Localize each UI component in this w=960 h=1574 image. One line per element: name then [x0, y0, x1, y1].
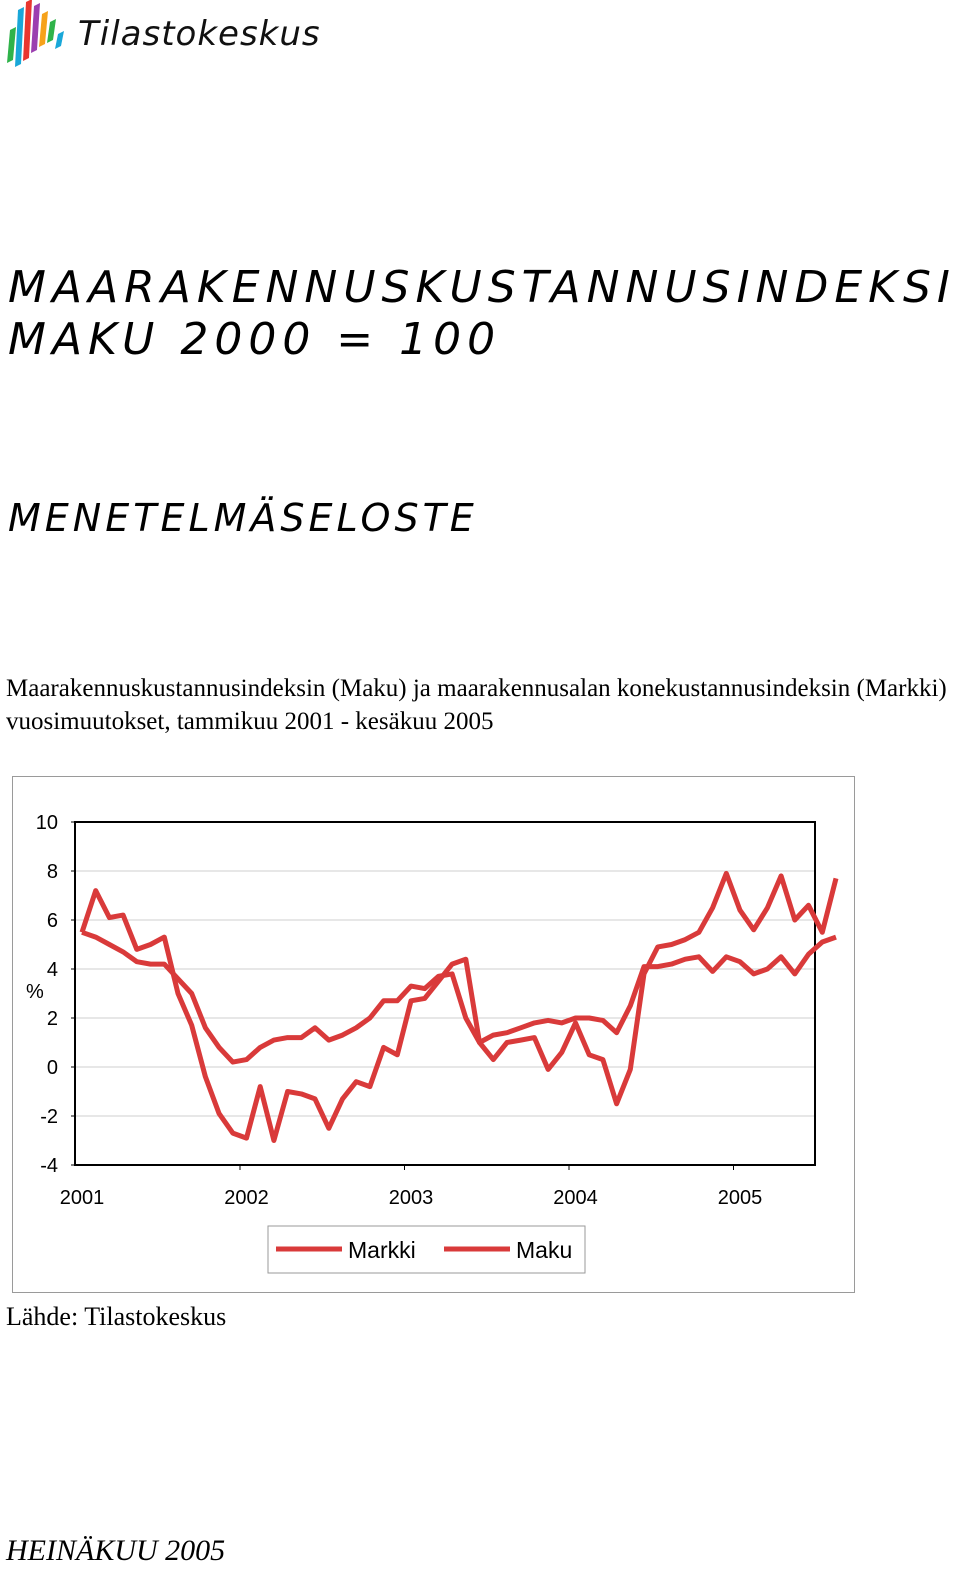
x-tick-label: 2001 — [60, 1187, 105, 1209]
logo-bar — [15, 7, 24, 67]
chart-series — [79, 870, 839, 1143]
logo-bar — [7, 27, 16, 63]
logo-bar — [55, 31, 64, 49]
document-title: MAARAKENNUSKUSTANNUSINDEKSI MAKU 2000 = … — [8, 262, 956, 366]
document-subtitle: MENETELMÄSELOSTE — [8, 496, 478, 540]
y-tick-label: -2 — [40, 1106, 58, 1128]
plot-area — [74, 821, 816, 1166]
x-tick-label: 2005 — [718, 1187, 763, 1209]
publication-date: HEINÄKUU 2005 — [6, 1534, 226, 1567]
chart-container: 10 8 6 4 2 0 -2 -4 2001 2002 2003 2004 2005 % Markk… — [12, 776, 899, 1293]
y-tick-label: 6 — [47, 910, 58, 932]
logo-bar — [39, 11, 48, 47]
chart-legend: Markki Maku — [267, 1225, 586, 1274]
y-tick-label: 10 — [36, 812, 58, 834]
line-chart: 10 8 6 4 2 0 -2 -4 2001 2002 2003 2004 2005 % Markk… — [12, 776, 899, 1293]
legend-label-maku: Maku — [516, 1237, 572, 1263]
y-axis-label: % — [26, 981, 44, 1003]
logo-text: Tilastokeskus — [78, 14, 321, 54]
x-tick-label: 2003 — [389, 1187, 434, 1209]
chart-frame — [12, 776, 855, 1293]
y-tick-label: -4 — [40, 1155, 58, 1177]
x-axis-ticks: 2001 2002 2003 2004 2005 — [60, 1165, 899, 1209]
logo-bar — [47, 19, 56, 43]
y-axis-ticks: 10 8 6 4 2 0 -2 -4 — [36, 812, 75, 1177]
series-line-markki — [79, 870, 839, 1143]
y-tick-label: 2 — [47, 1008, 58, 1030]
series-line-maku — [81, 929, 837, 1065]
source-note: Lähde: Tilastokeskus — [6, 1302, 227, 1331]
logo-bars-icon — [7, 0, 64, 67]
tilastokeskus-logo[interactable]: Tilastokeskus — [6, 0, 326, 70]
title-line-2: MAKU 2000 = 100 — [8, 314, 502, 365]
chart-caption: Maarakennuskustannusindeksin (Maku) ja m… — [6, 675, 947, 735]
legend-label-markki: Markki — [348, 1237, 416, 1263]
logo-bar — [23, 0, 32, 61]
x-tick-label: 2004 — [553, 1187, 598, 1209]
chart-grid — [75, 870, 815, 1117]
y-tick-label: 0 — [47, 1057, 58, 1079]
y-tick-label: 8 — [47, 861, 58, 883]
y-tick-label: 4 — [47, 959, 58, 981]
title-line-1: MAARAKENNUSKUSTANNUSINDEKSI — [8, 262, 956, 313]
x-tick-label: 2002 — [224, 1187, 269, 1209]
logo-bar — [31, 3, 40, 53]
